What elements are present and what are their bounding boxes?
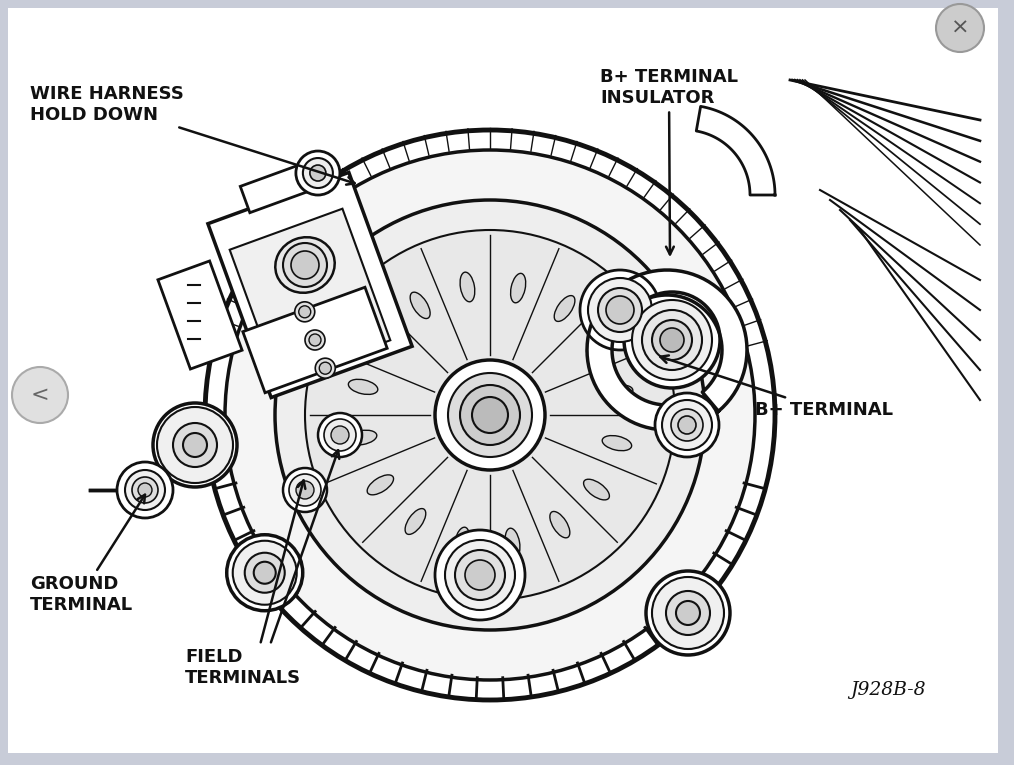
Circle shape: [315, 358, 336, 378]
Circle shape: [305, 230, 675, 600]
Circle shape: [225, 150, 755, 680]
Circle shape: [460, 385, 520, 445]
Text: FIELD
TERMINALS: FIELD TERMINALS: [185, 648, 301, 687]
Text: J928B-8: J928B-8: [850, 681, 926, 699]
Circle shape: [445, 540, 515, 610]
Ellipse shape: [555, 295, 575, 321]
Circle shape: [138, 483, 152, 497]
Circle shape: [448, 373, 532, 457]
Ellipse shape: [505, 528, 520, 558]
Circle shape: [183, 433, 207, 457]
Circle shape: [283, 468, 327, 512]
Circle shape: [289, 474, 321, 506]
Circle shape: [233, 541, 297, 605]
Circle shape: [319, 362, 332, 374]
Polygon shape: [242, 287, 387, 392]
Text: ×: ×: [951, 18, 969, 38]
Text: GROUND
TERMINAL: GROUND TERMINAL: [30, 495, 145, 614]
Polygon shape: [158, 261, 242, 369]
Polygon shape: [697, 106, 775, 195]
Circle shape: [624, 292, 720, 388]
Circle shape: [309, 334, 321, 346]
Circle shape: [173, 423, 217, 467]
Ellipse shape: [347, 430, 377, 445]
Circle shape: [676, 601, 700, 625]
Circle shape: [295, 302, 314, 322]
Circle shape: [153, 403, 237, 487]
Circle shape: [227, 535, 303, 610]
Polygon shape: [240, 158, 330, 213]
Circle shape: [318, 413, 362, 457]
Circle shape: [588, 278, 652, 342]
Circle shape: [132, 477, 158, 503]
Text: B+ TERMINAL: B+ TERMINAL: [660, 356, 893, 419]
Circle shape: [632, 300, 712, 380]
Circle shape: [305, 330, 325, 350]
Circle shape: [244, 553, 285, 593]
Circle shape: [157, 407, 233, 483]
Text: <: <: [30, 385, 50, 405]
Circle shape: [580, 270, 660, 350]
Polygon shape: [208, 172, 412, 398]
Circle shape: [598, 288, 642, 332]
Circle shape: [117, 462, 173, 518]
Circle shape: [299, 306, 310, 317]
Circle shape: [660, 328, 684, 352]
Circle shape: [646, 571, 730, 655]
Circle shape: [291, 251, 319, 279]
Circle shape: [642, 310, 702, 370]
Circle shape: [125, 470, 165, 510]
Circle shape: [324, 419, 356, 451]
Circle shape: [652, 577, 724, 649]
Polygon shape: [587, 270, 747, 430]
Circle shape: [465, 560, 495, 590]
Circle shape: [296, 151, 340, 195]
Circle shape: [455, 550, 505, 600]
Circle shape: [275, 200, 705, 630]
Circle shape: [652, 320, 692, 360]
Circle shape: [435, 360, 545, 470]
Circle shape: [671, 409, 703, 441]
Ellipse shape: [367, 475, 393, 495]
Circle shape: [662, 400, 712, 450]
Circle shape: [655, 393, 719, 457]
Circle shape: [936, 4, 984, 52]
Circle shape: [310, 165, 325, 181]
Circle shape: [254, 562, 276, 584]
Circle shape: [303, 158, 333, 188]
Circle shape: [435, 530, 525, 620]
Ellipse shape: [410, 292, 430, 318]
Ellipse shape: [406, 509, 426, 535]
Ellipse shape: [550, 512, 570, 538]
Ellipse shape: [454, 527, 469, 557]
Ellipse shape: [586, 335, 612, 355]
Circle shape: [283, 243, 327, 287]
Circle shape: [666, 591, 710, 635]
Text: WIRE HARNESS
HOLD DOWN: WIRE HARNESS HOLD DOWN: [30, 85, 355, 184]
Circle shape: [331, 426, 349, 444]
Ellipse shape: [349, 379, 378, 395]
Ellipse shape: [602, 435, 632, 451]
Circle shape: [472, 397, 508, 433]
Text: B+ TERMINAL
INSULATOR: B+ TERMINAL INSULATOR: [600, 68, 738, 255]
Circle shape: [12, 367, 68, 423]
Ellipse shape: [603, 385, 633, 400]
Circle shape: [296, 481, 314, 499]
Circle shape: [678, 416, 696, 434]
Ellipse shape: [460, 272, 475, 302]
Circle shape: [606, 296, 634, 324]
Ellipse shape: [370, 330, 396, 351]
Ellipse shape: [275, 237, 335, 293]
Ellipse shape: [511, 273, 525, 303]
Polygon shape: [230, 209, 390, 381]
Circle shape: [205, 130, 775, 700]
Ellipse shape: [584, 479, 609, 500]
